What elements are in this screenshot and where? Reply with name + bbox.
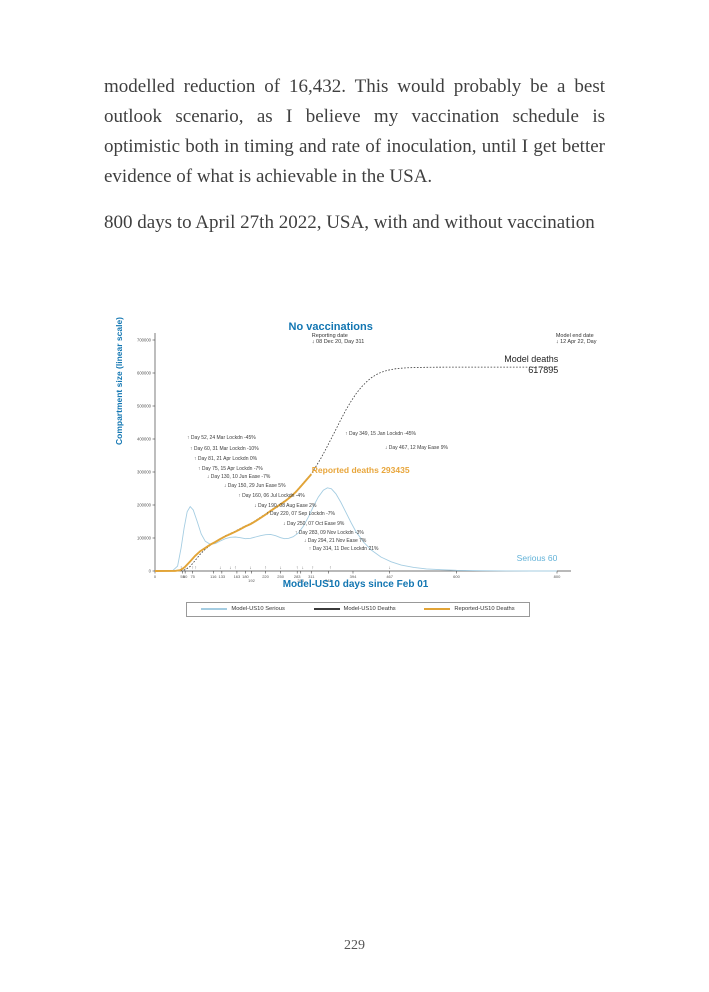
lockdown-up-arrow-icon: ↑ (264, 565, 266, 570)
y-tick-label: 200000 (137, 503, 152, 508)
deaths-line-swatch (313, 608, 340, 611)
model-end-date-note: Model end date ↓ 12 Apr 22, Day (556, 333, 597, 346)
model-deaths-text: Model deaths (504, 353, 559, 364)
epidemic-model-chart: No vaccinations 0 100000 200000 300000 40000… (112, 317, 609, 617)
ease-down-arrow-icon: ↓ (219, 565, 221, 570)
legend-label-deaths: Model-US10 Deaths (343, 606, 396, 613)
legend-item-serious: Model-US10 Serious (201, 606, 285, 612)
paragraph-2: 800 days to April 27th 2022, USA, with a… (104, 212, 595, 233)
ease-down-arrow-icon: ↓ (249, 565, 251, 570)
reported-line-swatch (424, 608, 451, 611)
y-tick-label: 100000 (137, 536, 152, 541)
x-tick-label: 133 (218, 574, 225, 579)
event-annotation: ↑ Day 81, 21 Apr Lockdn 0% (194, 456, 258, 463)
x-tick-label: 116 (210, 574, 217, 579)
x-tick-label: 0 (154, 574, 157, 579)
page-number: 229 (344, 938, 365, 953)
legend-label-reported: Reported-US10 Deaths (454, 606, 515, 613)
event-annotation: ↑ Day 60, 31 Mar Lockdn -10% (190, 446, 259, 453)
x-tick-label: 250 (277, 574, 284, 579)
series-reported-us10-deaths (154, 473, 313, 572)
x-tick-label: 394 (350, 574, 357, 579)
serious-line-swatch (201, 608, 228, 611)
x-tick-label: 220 (262, 574, 269, 579)
serious-label: Serious 60 (516, 552, 558, 563)
legend-label-serious: Model-US10 Serious (231, 606, 285, 613)
legend-item-reported: Reported-US10 Deaths (424, 606, 515, 613)
event-annotation: ↓ Day 294, 21 Nov Ease 7% (303, 538, 367, 545)
x-tick-label: 800 (554, 574, 561, 579)
model-deaths-value: 617895 (528, 364, 559, 375)
y-tick-label: 600000 (137, 371, 152, 376)
lockdown-up-arrow-icon: ↑ (234, 565, 236, 570)
lockdown-up-arrow-icon: ↑ (195, 565, 197, 570)
event-annotation: ↑ Day 283, 09 Nov Lockdn -3% (294, 530, 364, 537)
x-tick-label: 180 (242, 574, 249, 579)
lockdown-up-arrow-icon: ↑ (296, 565, 298, 570)
event-annotation: ↑ Day 314, 11 Dec Lockdn 21% (308, 546, 379, 553)
lockdown-up-arrow-icon: ↑ (329, 565, 331, 570)
reporting-date-line2: ↓ 08 Dec 20, Day 311 (311, 339, 365, 346)
x-tick-label: 55 (180, 574, 185, 579)
y-axis-label: Compartment size (linear scale) (114, 316, 124, 445)
ease-down-arrow-icon: ↓ (302, 565, 304, 570)
x-tick-label: 600 (453, 574, 460, 579)
x-tick-label: 163 (234, 574, 241, 579)
x-tick-label: 60 (183, 574, 188, 579)
y-tick-label: 0 (149, 569, 152, 574)
lockdown-up-arrow-icon: ↑ (192, 565, 194, 570)
event-annotation: ↓ Day 150, 29 Jun Ease 5% (223, 483, 286, 490)
ease-down-arrow-icon: ↓ (389, 565, 391, 570)
series-model-us10-serious (154, 487, 557, 572)
model-end-line1: Model end date (555, 332, 594, 339)
x-tick-label: 311 (308, 574, 315, 579)
reporting-date-note: Reporting date ↓ 08 Dec 20, Day 311 (312, 333, 364, 346)
y-tick-label: 300000 (137, 470, 152, 475)
event-annotation: ↓ Day 250, 07 Oct Ease 9% (282, 521, 345, 528)
y-tick-label: 700000 (137, 338, 152, 343)
y-tick-label: 500000 (137, 404, 152, 409)
legend-item-deaths: Model-US10 Deaths (313, 606, 396, 613)
y-tick-label: 400000 (137, 437, 152, 442)
body-text: modelled reduction of 16,432. This would… (104, 72, 605, 254)
chart-title: No vaccinations (288, 321, 373, 333)
lockdown-up-arrow-icon: ↑ (180, 565, 182, 570)
ease-down-arrow-icon: ↓ (279, 565, 281, 570)
event-annotation: ↓ Day 130, 10 Jun Ease -7% (206, 474, 271, 481)
paragraph-1: modelled reduction of 16,432. This would… (104, 76, 605, 187)
x-tick-label: 467 (386, 574, 393, 579)
event-annotation: ↑ Day 220, 07 Sep Lockdn -7% (266, 511, 335, 518)
reported-deaths-label: Reported deaths 293435 (311, 464, 410, 475)
model-deaths-label: Model deaths 617895 (504, 354, 558, 376)
event-annotation: ↑ Day 160, 06 Jul Lockdn -4% (238, 493, 305, 500)
model-end-line2: ↓ 12 Apr 22, Day (555, 339, 597, 346)
ease-down-arrow-icon: ↓ (229, 565, 231, 570)
series-model-us10-deaths (154, 366, 557, 572)
event-annotation: ↓ Day 467, 12 May Ease 9% (384, 445, 448, 452)
lockdown-up-arrow-icon: ↑ (312, 565, 314, 570)
plot-canvas: 0 100000 200000 300000 400000 500000 600000 700… (137, 333, 571, 583)
event-annotation: ↑ Day 52, 24 Mar Lockdn -45% (187, 434, 256, 441)
chart-legend: Model-US10 Serious Model-US10 Deaths Rep… (186, 601, 530, 617)
event-annotation: ↓ Day 190, 08 Aug Ease 2% (254, 503, 317, 510)
reporting-date-line1: Reporting date (311, 332, 348, 339)
x-tick-label: 283 (294, 574, 301, 579)
x-tick-label: 75 (190, 574, 195, 579)
x-tick-label: 192 (248, 578, 255, 583)
x-tick-label: 345 (325, 578, 332, 583)
event-annotation: ↑ Day 349, 15 Jan Lockdn -45% (345, 431, 416, 438)
x-axis-label: Model-US10 days since Feb 01 (282, 578, 429, 590)
event-annotation: ↑ Day 75, 15 Apr Lockdn -7% (197, 466, 263, 473)
x-tick-label: 290 (297, 578, 304, 583)
